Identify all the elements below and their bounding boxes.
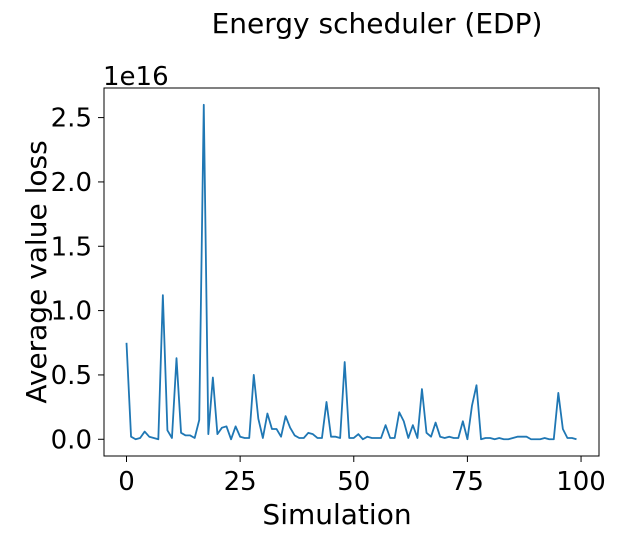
y-axis-label: Average value loss [20, 140, 53, 403]
y-offset-label: 1e16 [103, 62, 169, 92]
x-tick-label: 100 [556, 467, 606, 497]
y-tick-label: 2.5 [51, 104, 92, 134]
plot-frame [103, 87, 600, 457]
x-tick-label: 75 [451, 467, 484, 497]
chart-title: Energy scheduler (EDP) [212, 7, 543, 40]
y-tick-label: 0.0 [51, 425, 92, 455]
x-tick-label: 25 [224, 467, 257, 497]
y-tick-label: 1.5 [51, 232, 92, 262]
x-tick-label: 0 [118, 467, 135, 497]
y-tick-label: 0.5 [51, 361, 92, 391]
series-line [125, 103, 577, 441]
y-tick-label: 1.0 [51, 297, 92, 327]
y-tick-label: 2.0 [51, 168, 92, 198]
x-tick-label: 50 [337, 467, 370, 497]
x-axis-label: Simulation [262, 498, 411, 531]
y-axis-ticks: 0.0 0.5 1.0 1.5 2.0 2.5 [51, 104, 104, 455]
x-axis-ticks: 0 25 50 75 100 [118, 456, 606, 497]
